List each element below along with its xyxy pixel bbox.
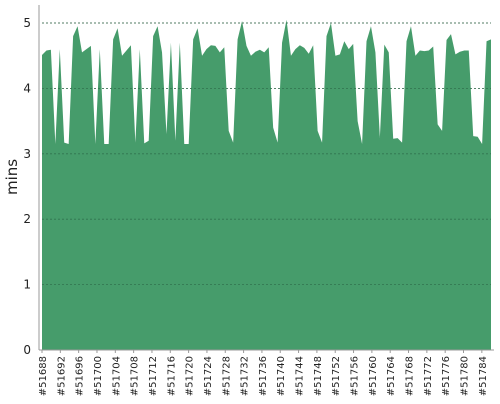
y-tick-label: 2 (23, 212, 31, 226)
y-tick-label: 4 (23, 81, 31, 95)
x-tick-label: #51708 (130, 356, 141, 396)
x-tick-label: #51752 (331, 356, 342, 396)
x-tick-label: #51728 (221, 356, 232, 396)
x-tick-label: #51784 (478, 356, 489, 396)
y-axis-label: mins (3, 159, 21, 195)
y-tick-label: 1 (23, 278, 31, 292)
x-tick-label: #51736 (258, 356, 269, 396)
x-tick-label: #51716 (166, 356, 177, 396)
x-tick-label: #51776 (441, 356, 452, 396)
x-tick-label: #51720 (185, 356, 196, 396)
grid-lines-overlay (42, 22, 491, 286)
x-tick-label: #51768 (405, 356, 416, 396)
x-tick-label: #51760 (368, 356, 379, 396)
x-tick-label: #51724 (203, 356, 214, 396)
x-tick-label: #51692 (56, 356, 67, 396)
y-tick-labels: 0 1 2 3 4 5 (23, 16, 31, 357)
x-tick-label: #51700 (93, 356, 104, 396)
x-tick-label: #51748 (313, 356, 324, 396)
x-tick-label: #51704 (111, 356, 122, 396)
x-tick-label: #51688 (38, 356, 49, 396)
x-tick-labels: #51688 #51692 #51696 #51700 #51704 #51708 #517… (38, 350, 489, 396)
x-tick-label: #51772 (423, 356, 434, 396)
y-tick-label: 0 (23, 343, 31, 357)
y-tick-label: 5 (23, 16, 31, 30)
x-tick-label: #51756 (350, 356, 361, 396)
x-tick-label: #51712 (148, 356, 159, 396)
x-tick-label: #51764 (386, 356, 397, 396)
x-tick-label: #51780 (460, 356, 471, 396)
x-tick-label: #51744 (295, 356, 306, 396)
area-fill (42, 19, 491, 350)
x-tick-label: #51732 (240, 356, 251, 396)
y-tick-label: 3 (23, 147, 31, 161)
x-tick-label: #51696 (75, 356, 86, 396)
area-series (42, 19, 491, 350)
x-tick-label: #51740 (276, 356, 287, 396)
